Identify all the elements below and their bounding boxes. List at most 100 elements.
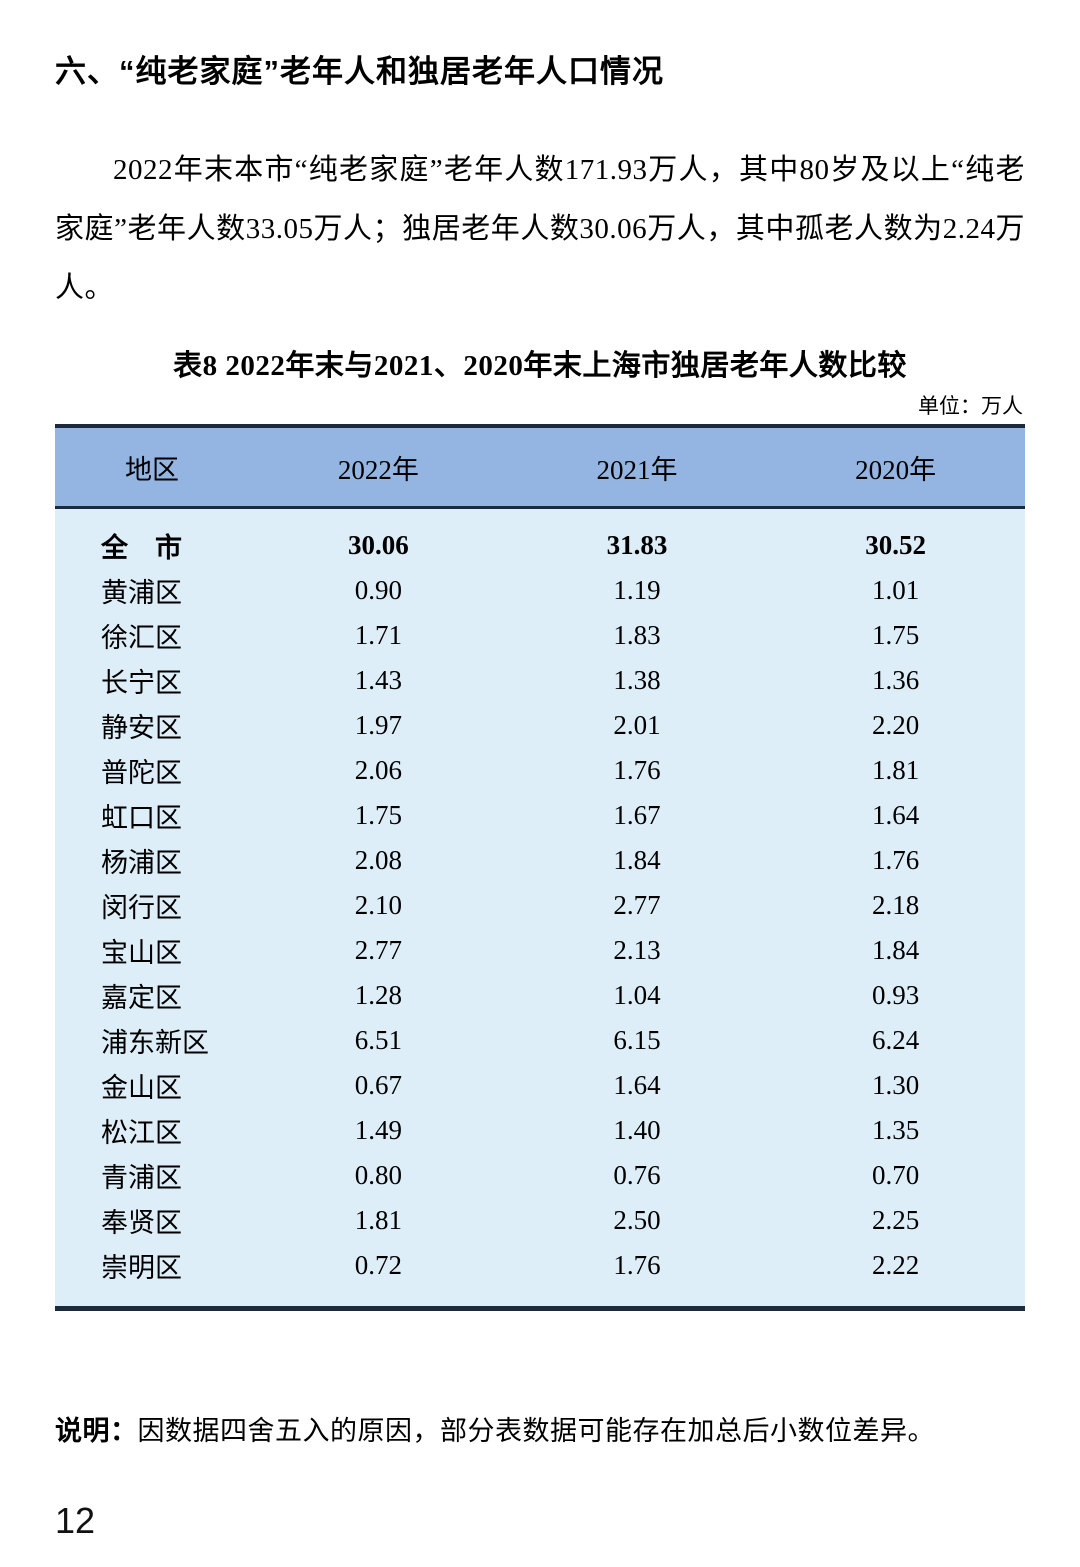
value-cell: 0.70 [872, 1160, 920, 1190]
table-row-total: 全 市 30.06 31.83 30.52 [55, 508, 1025, 569]
value-cell: 2.77 [354, 935, 402, 965]
value-cell: 1.01 [872, 575, 920, 605]
value-cell: 1.35 [872, 1115, 920, 1145]
value-cell: 1.84 [613, 845, 661, 875]
value-cell: 0.76 [613, 1160, 661, 1190]
table-row: 嘉定区 1.28 1.04 0.93 [55, 973, 1025, 1018]
value-cell: 2.06 [354, 755, 402, 785]
table-row: 崇明区 0.72 1.76 2.22 [55, 1243, 1025, 1309]
region-cell: 全 市 [101, 533, 182, 563]
table-row: 黄浦区 0.90 1.19 1.01 [55, 568, 1025, 613]
value-cell: 2.25 [872, 1205, 920, 1235]
region-cell: 黄浦区 [101, 578, 182, 608]
region-cell: 宝山区 [101, 938, 182, 968]
table-row: 虹口区 1.75 1.67 1.64 [55, 793, 1025, 838]
value-cell: 1.81 [872, 755, 920, 785]
region-cell: 静安区 [101, 713, 182, 743]
value-cell: 2.50 [613, 1205, 661, 1235]
value-cell: 2.20 [872, 710, 920, 740]
value-cell: 6.51 [354, 1025, 402, 1055]
table-header-row: 地区 2022年 2021年 2020年 [55, 426, 1025, 509]
table-row: 松江区 1.49 1.40 1.35 [55, 1108, 1025, 1153]
region-cell: 松江区 [101, 1118, 182, 1148]
value-cell: 1.76 [872, 845, 920, 875]
column-header-region: 地区 [55, 426, 250, 509]
value-cell: 1.19 [613, 575, 661, 605]
value-cell: 1.75 [872, 620, 920, 650]
region-cell: 嘉定区 [101, 983, 182, 1013]
value-cell: 1.83 [613, 620, 661, 650]
value-cell: 6.24 [872, 1025, 920, 1055]
value-cell: 2.08 [354, 845, 402, 875]
region-cell: 金山区 [101, 1073, 182, 1103]
footnote: 说明：因数据四舍五入的原因，部分表数据可能存在加总后小数位差异。 [55, 1409, 1025, 1448]
column-header-2022: 2022年 [249, 426, 508, 509]
column-header-2020: 2020年 [766, 426, 1025, 509]
value-cell: 1.49 [354, 1115, 402, 1145]
unit-label: 单位：万人 [918, 394, 1023, 418]
region-cell: 长宁区 [101, 668, 182, 698]
value-cell: 1.38 [613, 665, 661, 695]
value-cell: 1.28 [354, 980, 402, 1010]
region-cell: 浦东新区 [101, 1028, 209, 1058]
region-cell: 普陀区 [101, 758, 182, 788]
table-row: 静安区 1.97 2.01 2.20 [55, 703, 1025, 748]
value-cell: 0.67 [354, 1070, 402, 1100]
table-body: 全 市 30.06 31.83 30.52 黄浦区 0.90 1.19 1.01 徐汇区 1.71… [55, 507, 1025, 1309]
value-cell: 1.97 [354, 710, 402, 740]
column-header-2021: 2021年 [507, 426, 767, 509]
value-cell: 1.81 [354, 1205, 402, 1235]
table-row: 奉贤区 1.81 2.50 2.25 [55, 1198, 1025, 1243]
value-cell: 1.04 [613, 980, 661, 1010]
table-title: 表8 2022年末与2021、2020年末上海市独居老年人数比较 [173, 350, 907, 382]
page-number: 12 [55, 1500, 96, 1541]
region-cell: 奉贤区 [101, 1208, 182, 1238]
value-cell: 1.84 [872, 935, 920, 965]
table-row: 宝山区 2.77 2.13 1.84 [55, 928, 1025, 973]
value-cell: 2.18 [872, 890, 920, 920]
value-cell: 2.22 [872, 1250, 920, 1280]
value-cell: 31.83 [606, 530, 668, 560]
region-cell: 虹口区 [101, 803, 182, 833]
region-cell: 崇明区 [101, 1253, 182, 1283]
value-cell: 1.43 [354, 665, 402, 695]
value-cell: 1.76 [613, 755, 661, 785]
table-header: 地区 2022年 2021年 2020年 [55, 426, 1025, 509]
value-cell: 0.72 [354, 1250, 402, 1280]
value-cell: 1.76 [613, 1250, 661, 1280]
table-row: 普陀区 2.06 1.76 1.81 [55, 748, 1025, 793]
table-row: 闵行区 2.10 2.77 2.18 [55, 883, 1025, 928]
value-cell: 2.01 [613, 710, 661, 740]
value-cell: 2.77 [613, 890, 661, 920]
table-row: 长宁区 1.43 1.38 1.36 [55, 658, 1025, 703]
value-cell: 0.80 [354, 1160, 402, 1190]
value-cell: 1.75 [354, 800, 402, 830]
value-cell: 0.90 [354, 575, 402, 605]
value-cell: 30.52 [865, 530, 927, 560]
value-cell: 2.10 [354, 890, 402, 920]
value-cell: 1.71 [354, 620, 402, 650]
region-cell: 徐汇区 [101, 623, 182, 653]
value-cell: 6.15 [613, 1025, 661, 1055]
elderly-living-alone-table: 地区 2022年 2021年 2020年 全 市 30.06 31.83 30.52 黄… [55, 424, 1025, 1311]
value-cell: 1.36 [872, 665, 920, 695]
table-row: 青浦区 0.80 0.76 0.70 [55, 1153, 1025, 1198]
region-cell: 闵行区 [101, 893, 182, 923]
value-cell: 30.06 [347, 530, 409, 560]
value-cell: 1.64 [872, 800, 920, 830]
region-cell: 青浦区 [101, 1163, 182, 1193]
summary-paragraph: 2022年末本市“纯老家庭”老年人数171.93万人，其中80岁及以上“纯老家庭… [55, 154, 1025, 304]
table-row: 杨浦区 2.08 1.84 1.76 [55, 838, 1025, 883]
value-cell: 1.40 [613, 1115, 661, 1145]
value-cell: 1.67 [613, 800, 661, 830]
value-cell: 1.64 [613, 1070, 661, 1100]
region-cell: 杨浦区 [101, 848, 182, 878]
value-cell: 0.93 [872, 980, 920, 1010]
footnote-label: 说明： [55, 1416, 138, 1446]
value-cell: 1.30 [872, 1070, 920, 1100]
table-row: 浦东新区 6.51 6.15 6.24 [55, 1018, 1025, 1063]
value-cell: 2.13 [613, 935, 661, 965]
table-row: 金山区 0.67 1.64 1.30 [55, 1063, 1025, 1108]
footnote-text: 因数据四舍五入的原因，部分表数据可能存在加总后小数位差异。 [137, 1416, 935, 1446]
